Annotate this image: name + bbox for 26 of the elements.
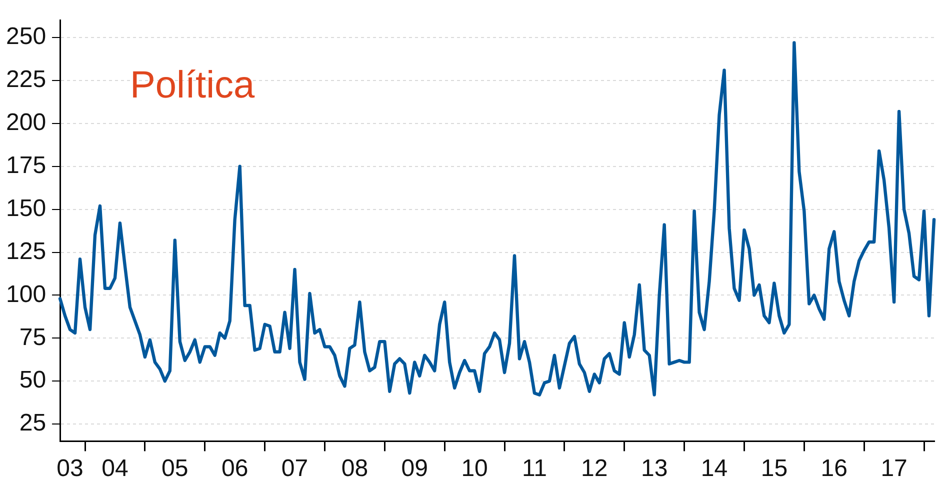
x-tick-label: 12 xyxy=(581,455,608,482)
x-tick-label: 09 xyxy=(401,455,428,482)
x-tick-label: 15 xyxy=(760,455,788,482)
x-tick-label: 16 xyxy=(820,455,848,482)
x-tick-label: 03 xyxy=(56,455,84,482)
y-tick-label: 250 xyxy=(6,23,46,50)
text: Política xyxy=(130,64,256,106)
y-tick-label: 25 xyxy=(19,410,46,437)
x-tick-label: 06 xyxy=(221,455,248,482)
y-tick-label: 225 xyxy=(6,66,46,94)
y-tick-label: 125 xyxy=(6,238,46,265)
x-tick-label: 11 xyxy=(522,455,547,482)
y-tick-label: 50 xyxy=(19,366,46,394)
x-tick-label: 13 xyxy=(640,455,668,482)
x-tick-label: 08 xyxy=(341,455,368,482)
x-tick-label: 04 xyxy=(102,455,128,482)
x-tick-label: 10 xyxy=(461,455,488,482)
y-tick-label: 100 xyxy=(6,280,46,308)
x-tick-label: 14 xyxy=(700,455,728,482)
x-tick-label: 05 xyxy=(162,455,188,482)
x-tick-label: 17 xyxy=(880,455,908,482)
y-tick-label: 75 xyxy=(19,324,46,351)
y-tick-label: 200 xyxy=(6,109,46,136)
y-tick-label: 175 xyxy=(6,152,46,180)
y-tick-label: 150 xyxy=(6,194,46,222)
x-tick-label: 07 xyxy=(281,455,308,482)
